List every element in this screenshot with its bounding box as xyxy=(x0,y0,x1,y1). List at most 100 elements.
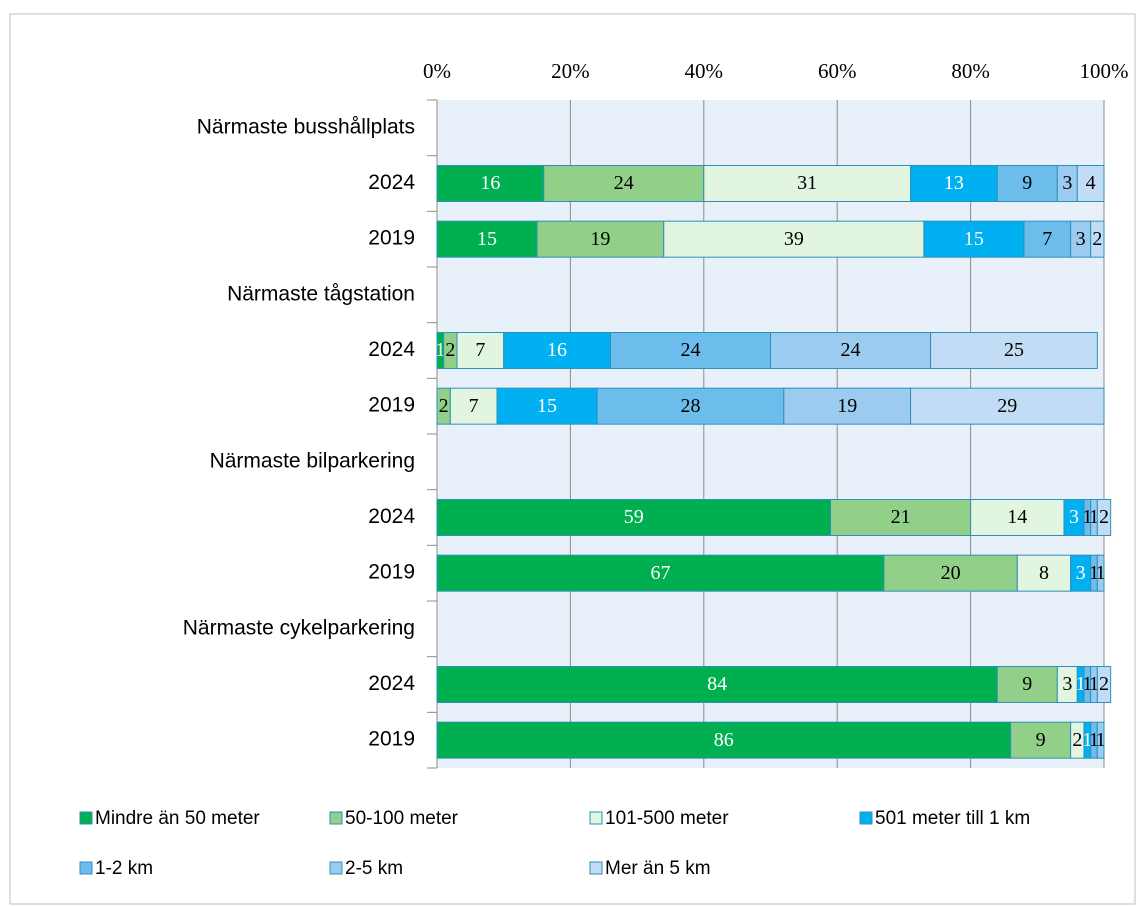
legend-label: 501 meter till 1 km xyxy=(875,808,1030,829)
data-label: 13 xyxy=(944,172,964,194)
legend-label: 101-500 meter xyxy=(605,808,729,829)
data-label: 7 xyxy=(469,395,479,417)
data-label: 1 xyxy=(1096,729,1106,751)
y-tick-label: 2024 xyxy=(368,672,415,695)
data-label: 8 xyxy=(1039,562,1049,584)
x-tick-label: 20% xyxy=(551,59,590,83)
data-label: 1 xyxy=(1082,673,1092,695)
y-tick-label: 2019 xyxy=(368,227,415,250)
data-label: 3 xyxy=(1062,172,1072,194)
data-label: 1 xyxy=(1076,673,1086,695)
data-label: 1 xyxy=(1089,673,1099,695)
x-tick-label: 60% xyxy=(818,59,857,83)
data-label: 24 xyxy=(614,172,634,194)
bar-segment xyxy=(496,387,598,425)
legend-label: 50-100 meter xyxy=(345,808,459,829)
bar-segment xyxy=(1096,666,1112,703)
y-tick-label: 2024 xyxy=(368,171,415,194)
legend-swatch xyxy=(79,811,93,825)
bar-segment xyxy=(1096,554,1105,592)
data-label: 19 xyxy=(590,228,610,250)
data-label: 15 xyxy=(537,395,557,417)
data-label: 59 xyxy=(624,506,644,528)
data-label: 16 xyxy=(547,339,567,361)
data-label: 19 xyxy=(837,395,857,417)
data-label: 1 xyxy=(1089,729,1099,751)
x-tick-label: 100% xyxy=(1080,59,1129,83)
data-label: 2 xyxy=(1092,228,1102,250)
data-label: 2 xyxy=(1099,506,1109,528)
bar-segment xyxy=(596,387,785,425)
y-tick-label: Närmaste busshållplats xyxy=(197,115,415,138)
bar-segment xyxy=(930,332,1098,369)
bar-segment xyxy=(436,666,998,703)
bar-segment xyxy=(830,499,972,536)
data-label: 39 xyxy=(784,228,804,250)
data-label: 1 xyxy=(1089,562,1099,584)
bar-segment xyxy=(456,332,505,369)
data-label: 2 xyxy=(1099,673,1109,695)
data-label: 1 xyxy=(435,339,445,361)
data-label: 3 xyxy=(1062,673,1072,695)
legend-swatch xyxy=(329,811,343,825)
data-label: 7 xyxy=(1042,228,1052,250)
bar-segment xyxy=(1010,721,1072,759)
bar-segment xyxy=(436,220,538,258)
y-tick-label: Närmaste bilparkering xyxy=(210,449,415,472)
y-tick-label: Närmaste cykelparkering xyxy=(183,616,415,639)
bar-segment xyxy=(436,499,832,536)
bar-segment xyxy=(923,220,1025,258)
legend-label: Mindre än 50 meter xyxy=(95,808,260,829)
y-tick-label: 2024 xyxy=(368,505,415,528)
bar-segment xyxy=(996,165,1058,202)
data-label: 9 xyxy=(1022,172,1032,194)
data-label: 3 xyxy=(1076,562,1086,584)
data-label: 7 xyxy=(475,339,485,361)
bar-segment xyxy=(436,165,545,202)
legend-swatch xyxy=(859,811,873,825)
legend-label: 1-2 km xyxy=(95,858,153,879)
y-tick-label: 2019 xyxy=(368,728,415,751)
data-label: 28 xyxy=(680,395,700,417)
y-tick-label: 2024 xyxy=(368,338,415,361)
data-label: 3 xyxy=(1076,228,1086,250)
data-label: 15 xyxy=(964,228,984,250)
bar-segment xyxy=(1090,220,1105,258)
data-label: 9 xyxy=(1036,729,1046,751)
data-label: 1 xyxy=(1089,506,1099,528)
data-label: 16 xyxy=(480,172,500,194)
data-label: 2 xyxy=(1072,729,1082,751)
bar-segment xyxy=(436,554,885,592)
data-label: 29 xyxy=(997,395,1017,417)
legend-swatch xyxy=(79,861,93,875)
legend-swatch xyxy=(589,811,603,825)
data-label: 2 xyxy=(439,395,449,417)
data-label: 20 xyxy=(941,562,961,584)
bar-segment xyxy=(770,332,932,369)
x-tick-label: 80% xyxy=(951,59,990,83)
bar-segment xyxy=(663,220,925,258)
data-label: 86 xyxy=(714,729,734,751)
bar-segment xyxy=(1076,165,1105,202)
legend-swatch xyxy=(329,861,343,875)
data-label: 67 xyxy=(650,562,670,584)
data-label: 25 xyxy=(1004,339,1024,361)
bar-segment xyxy=(449,387,498,425)
x-tick-label: 0% xyxy=(423,59,451,83)
data-label: 2 xyxy=(445,339,455,361)
y-tick-label: 2019 xyxy=(368,561,415,584)
data-label: 1 xyxy=(1082,506,1092,528)
data-label: 1 xyxy=(1082,729,1092,751)
data-label: 14 xyxy=(1007,506,1027,528)
data-label: 3 xyxy=(1069,506,1079,528)
plot-area xyxy=(437,100,1104,768)
bar-segment xyxy=(1016,554,1072,592)
data-label: 31 xyxy=(797,172,817,194)
data-label: 9 xyxy=(1022,673,1032,695)
data-label: 1 xyxy=(1096,562,1106,584)
bar-segment xyxy=(883,554,1018,592)
bar-segment xyxy=(703,165,912,202)
legend-label: Mer än 5 km xyxy=(605,858,711,879)
bar-segment xyxy=(543,165,705,202)
